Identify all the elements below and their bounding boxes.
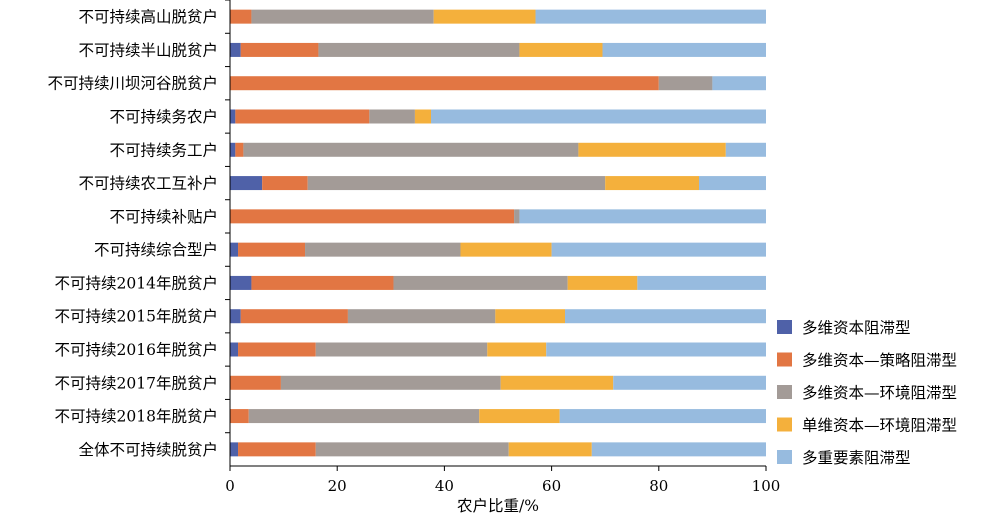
bar-segment: [495, 309, 565, 324]
x-tick-label: 20: [328, 477, 347, 495]
legend-label: 单维资本—环境阻滞型: [802, 416, 957, 435]
legend-label: 多维资本—策略阻滞型: [802, 352, 957, 370]
bar-segment: [230, 109, 236, 124]
bar-segment: [240, 309, 348, 324]
category-label: 不可持续2017年脱贫户: [55, 374, 218, 392]
bar-segment: [230, 375, 281, 390]
bar-segment: [602, 42, 766, 57]
bar-segment: [251, 9, 434, 24]
bar-segment: [230, 176, 263, 191]
category-label: 不可持续2014年脱贫户: [55, 274, 218, 292]
bar-segment: [519, 42, 603, 57]
category-labels: 不可持续高山脱贫户不可持续半山脱贫户不可持续川坝河谷脱贫户不可持续务农户不可持续…: [47, 0, 230, 459]
category-label: 不可持续综合型户: [94, 241, 218, 259]
category-label: 不可持续补贴户: [109, 208, 218, 226]
bar-segment: [637, 275, 766, 290]
bar-segment: [307, 176, 606, 191]
legend-swatch: [777, 352, 792, 367]
x-axis-title: 农户比重/%: [457, 497, 539, 515]
bar-segment: [519, 209, 766, 224]
bar-segment: [305, 242, 461, 257]
bar-segment: [500, 375, 614, 390]
bar-segment: [393, 275, 568, 290]
x-tick-label: 100: [752, 477, 781, 495]
bar-segment: [318, 42, 520, 57]
bars-group: [230, 9, 766, 457]
category-label: 不可持续高山脱贫户: [78, 8, 218, 26]
category-label: 不可持续2016年脱贫户: [55, 341, 218, 359]
bar-segment: [262, 176, 308, 191]
category-label: 全体不可持续脱贫户: [78, 441, 218, 459]
legend-label: 多重要素阻滞型: [802, 449, 911, 467]
bar-segment: [240, 42, 319, 57]
bar-segment: [551, 242, 766, 257]
bar-segment: [514, 209, 520, 224]
bar-segment: [235, 109, 370, 124]
bar-segment: [431, 109, 766, 124]
bar-segment: [414, 109, 431, 124]
bar-segment: [613, 375, 766, 390]
bar-segment: [280, 375, 501, 390]
bar-segment: [658, 76, 713, 91]
category-label: 不可持续2015年脱贫户: [55, 308, 218, 326]
bar-segment: [248, 409, 480, 424]
legend-label: 多维资本阻滞型: [802, 319, 911, 337]
bar-segment: [369, 109, 415, 124]
category-label: 不可持续务农户: [109, 108, 218, 126]
bar-segment: [230, 209, 515, 224]
bar-segment: [230, 342, 239, 357]
x-tick-label: 60: [542, 477, 561, 495]
bar-segment: [567, 275, 638, 290]
category-label: 不可持续农工互补户: [78, 175, 218, 193]
category-label: 不可持续半山脱贫户: [78, 41, 218, 59]
bar-segment: [578, 142, 726, 157]
x-axis-ticks: 0 20 40 60 80 100: [225, 466, 780, 495]
bar-segment: [605, 176, 699, 191]
x-tick-label: 0: [225, 477, 235, 495]
bar-segment: [712, 76, 766, 91]
category-label: 不可持续务工户: [109, 141, 218, 159]
bar-segment: [347, 309, 496, 324]
bar-segment: [591, 442, 766, 457]
bar-segment: [243, 142, 579, 157]
legend-swatch: [777, 450, 792, 464]
bar-segment: [230, 442, 239, 457]
bar-segment: [230, 309, 241, 324]
legend-swatch: [777, 417, 792, 432]
x-tick-label: 80: [649, 477, 668, 495]
legend: 多维资本阻滞型多维资本—策略阻滞型多维资本—环境阻滞型单维资本—环境阻滞型多重要…: [777, 319, 957, 467]
bar-segment: [699, 176, 766, 191]
bar-segment: [230, 76, 659, 91]
bar-segment: [251, 275, 394, 290]
legend-swatch: [777, 320, 792, 334]
bar-segment: [546, 342, 766, 357]
bar-segment: [238, 242, 306, 257]
bar-segment: [230, 409, 249, 424]
bar-segment: [315, 442, 509, 457]
bar-segment: [230, 42, 241, 57]
bar-segment: [508, 442, 592, 457]
bar-segment: [230, 9, 252, 24]
bar-segment: [725, 142, 766, 157]
legend-swatch: [777, 385, 792, 399]
category-label: 不可持续川坝河谷脱贫户: [47, 75, 218, 93]
bar-segment: [230, 275, 252, 290]
x-tick-label: 40: [435, 477, 454, 495]
bar-segment: [559, 409, 766, 424]
bar-segment: [433, 9, 536, 24]
bar-segment: [535, 9, 766, 24]
bar-segment: [565, 309, 766, 324]
bar-segment: [479, 409, 560, 424]
bar-segment: [230, 242, 239, 257]
category-label: 不可持续2018年脱贫户: [55, 408, 218, 426]
bar-segment: [487, 342, 547, 357]
bar-segment: [460, 242, 552, 257]
legend-label: 多维资本—环境阻滞型: [802, 383, 957, 402]
bar-segment: [235, 142, 244, 157]
bar-segment: [238, 342, 316, 357]
bar-segment: [230, 142, 236, 157]
bar-segment: [238, 442, 316, 457]
bar-segment: [315, 342, 488, 357]
